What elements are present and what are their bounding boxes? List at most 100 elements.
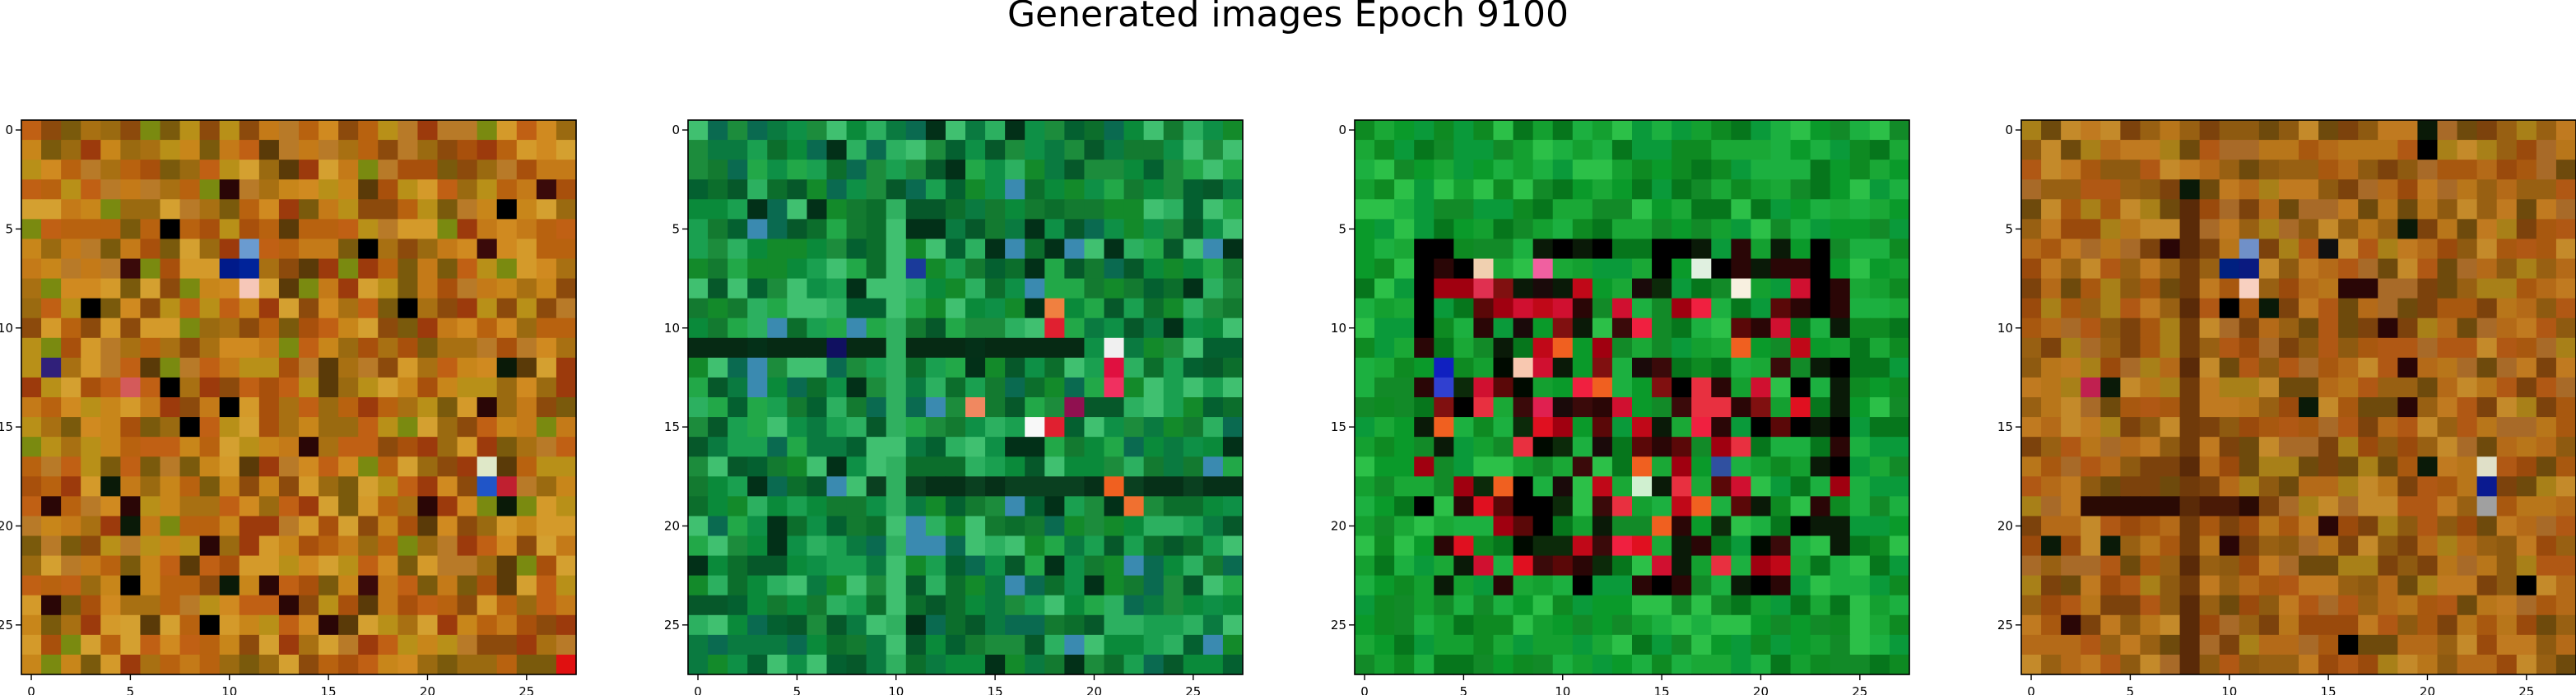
- pixel-cell: [239, 258, 260, 280]
- pixel-cell: [358, 516, 379, 537]
- pixel-cell: [747, 377, 768, 398]
- pixel-cell: [21, 614, 42, 636]
- pixel-cell: [826, 496, 848, 517]
- pixel-cell: [556, 614, 577, 636]
- pixel-cell: [21, 140, 42, 160]
- pixel-cell: [2120, 575, 2141, 596]
- pixel-cell: [1790, 317, 1811, 339]
- pixel-cell: [1552, 120, 1574, 141]
- pixel-cell: [378, 160, 398, 180]
- pixel-cell: [965, 634, 986, 656]
- pixel-cell: [1632, 496, 1653, 517]
- pixel-cell: [140, 179, 161, 200]
- pixel-cell: [2160, 179, 2181, 200]
- pixel-cell: [398, 239, 419, 260]
- pixel-cell: [826, 160, 848, 180]
- pixel-cell: [398, 397, 419, 418]
- pixel-cell: [708, 377, 728, 398]
- pixel-cell: [1731, 179, 1752, 200]
- pixel-cell: [1869, 634, 1890, 656]
- pixel-cell: [2179, 377, 2201, 398]
- pixel-cell: [2457, 614, 2478, 636]
- pixel-cell: [1355, 337, 1375, 359]
- pixel-cell: [767, 456, 788, 477]
- pixel-cell: [1611, 654, 1633, 675]
- pixel-cell: [536, 337, 557, 359]
- pixel-cell: [1869, 258, 1890, 280]
- pixel-cell: [338, 496, 359, 517]
- pixel-cell: [120, 417, 142, 438]
- pixel-cell: [1532, 516, 1554, 537]
- pixel-cell: [1084, 179, 1105, 200]
- pixel-cell: [378, 614, 398, 636]
- pixel-cell: [100, 535, 121, 557]
- pixel-cell: [81, 614, 101, 636]
- pixel-cell: [378, 595, 398, 616]
- pixel-cell: [2536, 575, 2557, 596]
- pixel-cell: [2417, 317, 2439, 339]
- pixel-cell: [728, 239, 748, 260]
- pixel-cell: [2378, 516, 2398, 537]
- pixel-cell: [2120, 496, 2141, 517]
- pixel-cell: [61, 120, 81, 141]
- pixel-cell: [767, 535, 788, 557]
- pixel-cell: [1830, 317, 1851, 339]
- pixel-cell: [846, 357, 867, 378]
- pixel-cell: [1222, 199, 1244, 220]
- pixel-cell: [258, 397, 280, 418]
- pixel-cell: [1163, 317, 1184, 339]
- pixel-cell: [1005, 476, 1025, 497]
- pixel-cell: [2555, 417, 2576, 438]
- pixel-cell: [1691, 496, 1712, 517]
- pixel-cell: [1143, 258, 1165, 280]
- x-tick-label: 5: [127, 684, 135, 695]
- pixel-cell: [1849, 397, 1871, 418]
- pixel-cell: [1044, 575, 1065, 596]
- pixel-cell: [1202, 199, 1224, 220]
- pixel-cell: [2140, 654, 2161, 675]
- pixel-cell: [1552, 219, 1574, 240]
- pixel-cell: [278, 298, 300, 319]
- pixel-cell: [2358, 377, 2378, 398]
- pixel-cell: [120, 575, 142, 596]
- pixel-cell: [1222, 317, 1244, 339]
- pixel-cell: [767, 634, 788, 656]
- pixel-cell: [278, 317, 300, 339]
- pixel-cell: [2239, 317, 2260, 339]
- pixel-cell: [2555, 496, 2576, 517]
- pixel-cell: [21, 575, 42, 596]
- pixel-cell: [319, 120, 339, 141]
- pixel-cell: [536, 575, 557, 596]
- pixel-cell: [1751, 298, 1772, 319]
- pixel-cell: [1691, 278, 1712, 299]
- pixel-cell: [1652, 120, 1672, 141]
- pixel-cell: [2061, 199, 2081, 220]
- pixel-cell: [239, 397, 260, 418]
- pixel-cell: [457, 239, 478, 260]
- pixel-cell: [1532, 397, 1554, 418]
- pixel-cell: [2100, 337, 2121, 359]
- pixel-cell: [1064, 278, 1086, 299]
- pixel-cell: [728, 120, 748, 141]
- pixel-cell: [1084, 140, 1105, 160]
- pixel-cell: [1751, 357, 1772, 378]
- pixel-cell: [1473, 516, 1495, 537]
- pixel-cell: [179, 357, 201, 378]
- pixel-cell: [219, 140, 240, 160]
- pixel-cell: [100, 634, 121, 656]
- pixel-cell: [1572, 258, 1593, 280]
- pixel-cell: [2219, 614, 2240, 636]
- pixel-cell: [2140, 239, 2161, 260]
- pixel-cell: [747, 595, 768, 616]
- pixel-cell: [1005, 120, 1025, 141]
- pixel-cell: [2555, 298, 2576, 319]
- pixel-cell: [358, 496, 379, 517]
- pixel-cell: [1453, 654, 1475, 675]
- pixel-cell: [1202, 239, 1224, 260]
- pixel-cell: [1064, 239, 1086, 260]
- pixel-cell: [826, 357, 848, 378]
- pixel-cell: [2358, 555, 2378, 577]
- pixel-cell: [2555, 140, 2576, 160]
- pixel-cell: [2496, 535, 2518, 557]
- pixel-cell: [2318, 397, 2339, 418]
